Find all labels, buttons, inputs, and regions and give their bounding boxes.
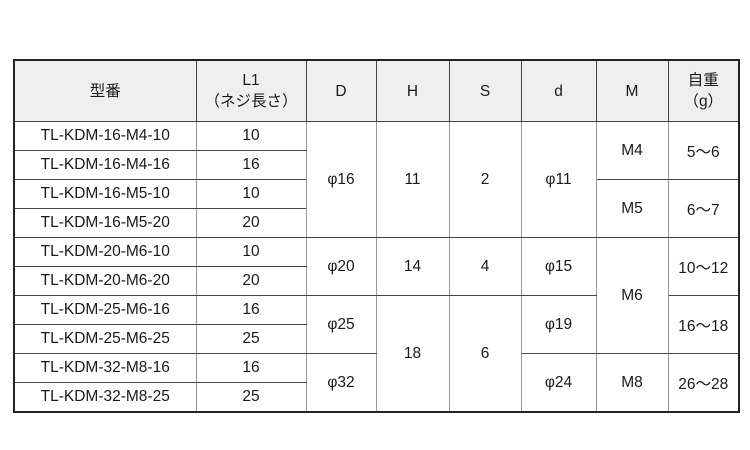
H-cell: 14 bbox=[375, 237, 450, 296]
l1-cell: 16 bbox=[195, 150, 307, 180]
weight-cell: 5〜6 bbox=[667, 121, 740, 180]
header-row: 型番 L1 （ネジ長さ） D H S d M 自重 （g） bbox=[13, 59, 740, 122]
model-cell: TL-KDM-32-M8-16 bbox=[13, 353, 197, 383]
weight-cell: 6〜7 bbox=[667, 179, 740, 238]
header-M: M bbox=[595, 59, 669, 122]
header-weight-unit: （g） bbox=[683, 93, 724, 110]
l1-cell: 20 bbox=[195, 208, 307, 238]
table-row: TL-KDM-25-M6-16 16 φ25 18 6 φ19 16〜18 bbox=[13, 295, 740, 413]
weight-cell: 26〜28 bbox=[667, 353, 740, 413]
model-cell: TL-KDM-32-M8-25 bbox=[13, 382, 197, 413]
model-cell: TL-KDM-20-M6-10 bbox=[13, 237, 197, 267]
d-cell: φ11 bbox=[520, 121, 597, 238]
header-d: d bbox=[520, 59, 597, 122]
model-cell: TL-KDM-16-M5-10 bbox=[13, 179, 197, 209]
M-cell: M5 bbox=[595, 179, 669, 238]
model-cell: TL-KDM-25-M6-16 bbox=[13, 295, 197, 325]
M-cell: M4 bbox=[595, 121, 669, 180]
header-l1-sub: （ネジ長さ） bbox=[204, 93, 298, 110]
d-cell: φ24 bbox=[520, 353, 597, 413]
table-row: TL-KDM-16-M5-10 10 M5 6〜7 bbox=[13, 179, 740, 238]
table-row: TL-KDM-20-M6-10 10 φ20 14 4 φ15 M6 10〜12 bbox=[13, 237, 740, 354]
header-weight-label: 自重 bbox=[687, 72, 719, 89]
l1-cell: 16 bbox=[195, 353, 307, 383]
D-cell: φ20 bbox=[305, 237, 377, 296]
model-cell: TL-KDM-16-M5-20 bbox=[13, 208, 197, 238]
table-row: TL-KDM-32-M8-25 25 bbox=[13, 382, 739, 413]
spec-table: 型番 L1 （ネジ長さ） D H S d M 自重 （g） TL-KDM-16-M4… bbox=[13, 59, 740, 413]
l1-cell: 10 bbox=[195, 237, 307, 267]
weight-cell: 10〜12 bbox=[667, 237, 740, 296]
d-cell: φ15 bbox=[520, 237, 597, 296]
S-cell: 6 bbox=[448, 295, 522, 413]
H-cell: 18 bbox=[375, 295, 450, 413]
l1-cell: 25 bbox=[195, 382, 307, 413]
model-cell: TL-KDM-20-M6-20 bbox=[13, 266, 197, 296]
header-l1: L1 （ネジ長さ） bbox=[195, 59, 307, 122]
table-row: TL-KDM-16-M4-16 16 bbox=[13, 150, 739, 180]
table-row: TL-KDM-20-M6-20 20 bbox=[13, 266, 739, 296]
D-cell: φ32 bbox=[305, 353, 377, 413]
S-cell: 2 bbox=[448, 121, 522, 238]
S-cell: 4 bbox=[448, 237, 522, 296]
l1-cell: 20 bbox=[195, 266, 307, 296]
table-row: TL-KDM-16-M5-20 20 bbox=[13, 208, 739, 238]
header-weight: 自重 （g） bbox=[667, 59, 740, 122]
header-H: H bbox=[375, 59, 450, 122]
D-cell: φ16 bbox=[305, 121, 377, 238]
model-cell: TL-KDM-25-M6-25 bbox=[13, 324, 197, 354]
model-cell: TL-KDM-16-M4-16 bbox=[13, 150, 197, 180]
l1-cell: 16 bbox=[195, 295, 307, 325]
table-row: TL-KDM-25-M6-25 25 bbox=[13, 324, 739, 354]
M-cell: M8 bbox=[595, 353, 669, 413]
header-D: D bbox=[305, 59, 377, 122]
model-cell: TL-KDM-16-M4-10 bbox=[13, 121, 197, 151]
d-cell: φ19 bbox=[520, 295, 597, 354]
H-cell: 11 bbox=[375, 121, 450, 238]
weight-cell: 16〜18 bbox=[667, 295, 740, 354]
table-row: TL-KDM-32-M8-16 16 φ32 φ24 M8 26〜28 bbox=[13, 353, 740, 413]
header-l1-label: L1 bbox=[242, 72, 260, 89]
M-cell: M6 bbox=[595, 237, 669, 354]
header-S: S bbox=[448, 59, 522, 122]
l1-cell: 10 bbox=[195, 179, 307, 209]
table-row: TL-KDM-16-M4-10 10 φ16 11 2 φ11 M4 5〜6 bbox=[13, 121, 740, 238]
header-model: 型番 bbox=[13, 59, 197, 122]
l1-cell: 25 bbox=[195, 324, 307, 354]
l1-cell: 10 bbox=[195, 121, 307, 151]
D-cell: φ25 bbox=[305, 295, 377, 354]
